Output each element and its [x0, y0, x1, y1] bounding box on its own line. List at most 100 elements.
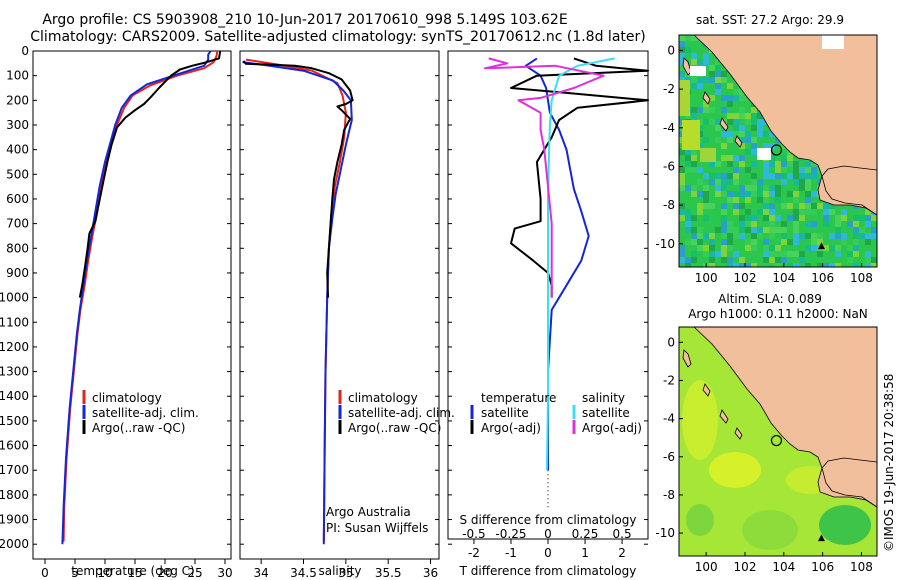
x-tick-label: 0	[544, 546, 552, 560]
sst-cell	[751, 149, 757, 155]
argo-australia-label: Argo Australia	[326, 505, 411, 519]
sst-cell	[853, 221, 859, 227]
sst-cell	[853, 239, 859, 245]
sst-cell	[715, 83, 721, 89]
sst-cell	[727, 95, 733, 101]
warm-cell	[700, 148, 716, 162]
sst-cell	[763, 167, 769, 173]
sst-cell	[757, 227, 763, 233]
y-tick-label: 300	[6, 118, 29, 132]
sst-cell	[769, 131, 775, 137]
sst-cell	[817, 251, 823, 257]
sst-cell	[745, 113, 751, 119]
sst-cell	[697, 77, 703, 83]
sst-cell	[865, 221, 871, 227]
island	[682, 57, 692, 76]
sst-cell	[757, 119, 763, 125]
sst-cell	[811, 161, 817, 167]
sst-cell	[835, 233, 841, 239]
y-tick-label: 1400	[0, 389, 29, 403]
sst-cell	[703, 119, 709, 125]
sst-cell	[685, 215, 691, 221]
sst-cell	[709, 245, 715, 251]
map-y-tick-label: 0	[667, 43, 675, 57]
sst-cell	[751, 137, 757, 143]
cloud-mask	[822, 35, 844, 49]
sst-cell	[691, 53, 697, 59]
legend-label-temperature-satellite: satellite	[481, 406, 529, 420]
sst-cell	[727, 233, 733, 239]
y-tick-label: 900	[6, 266, 29, 280]
sst-cell	[691, 155, 697, 161]
pi-label: PI: Susan Wijffels	[326, 521, 428, 535]
sst-cell	[817, 203, 823, 209]
sst-cell	[739, 161, 745, 167]
sst-cell	[823, 221, 829, 227]
sst-cell	[703, 173, 709, 179]
sst-cell	[727, 161, 733, 167]
map-y-tick-label: 0	[667, 335, 675, 349]
series-line	[484, 57, 605, 298]
x-tick-label: 35.5	[375, 566, 402, 580]
sst-cell	[679, 257, 685, 263]
sst-cell	[727, 137, 733, 143]
sst-cell	[709, 95, 715, 101]
sst-cell	[715, 71, 721, 77]
sst-cell	[811, 221, 817, 227]
sst-cell	[679, 209, 685, 215]
sst-cell	[739, 203, 745, 209]
sst-cell	[691, 161, 697, 167]
sst-cell	[685, 239, 691, 245]
legend-label-argo: Argo(..raw -QC)	[348, 421, 441, 435]
sst-cell	[745, 215, 751, 221]
sst-cell	[739, 263, 745, 267]
x-top-tick-label: 0.25	[572, 527, 599, 541]
sst-cell	[751, 125, 757, 131]
sst-cell	[763, 203, 769, 209]
sst-cell	[757, 125, 763, 131]
map-x-tick-label: 100	[695, 560, 718, 574]
sst-cell	[811, 239, 817, 245]
sst-cell	[715, 89, 721, 95]
sst-cell	[763, 191, 769, 197]
sst-cell	[829, 233, 835, 239]
sst-cell	[775, 137, 781, 143]
sst-cell	[697, 83, 703, 89]
sst-map-axes: 100 102 104 106 108 0 -2 -4 -6 -8 -10	[655, 43, 873, 285]
sst-cell	[727, 245, 733, 251]
sst-cell	[691, 83, 697, 89]
map-y-tick-label: -4	[663, 412, 675, 426]
sst-cell	[769, 143, 775, 149]
sst-cell	[793, 179, 799, 185]
sst-cell	[835, 215, 841, 221]
sst-cell	[679, 215, 685, 221]
sst-cell	[769, 215, 775, 221]
y-tick-label: 1300	[0, 365, 29, 379]
sst-cell	[799, 173, 805, 179]
sst-cell	[805, 167, 811, 173]
sst-cell	[751, 215, 757, 221]
sst-cell	[871, 227, 877, 233]
sst-cell	[721, 71, 727, 77]
sst-cell	[679, 251, 685, 257]
series-line	[245, 58, 347, 542]
sst-cell	[799, 203, 805, 209]
sst-cell	[733, 233, 739, 239]
sst-cell	[721, 203, 727, 209]
sst-cell	[763, 209, 769, 215]
sst-map-body: ▲	[679, 35, 877, 267]
sst-cell	[691, 215, 697, 221]
sst-cell	[853, 251, 859, 257]
sst-cell	[745, 131, 751, 137]
sla-map-frame	[678, 326, 878, 557]
java-land	[821, 457, 877, 508]
sst-cell	[763, 239, 769, 245]
legend-label-climatology: climatology	[92, 391, 162, 405]
sst-cell	[733, 89, 739, 95]
sst-cell	[721, 143, 727, 149]
series-line	[242, 61, 353, 545]
sst-cell	[817, 233, 823, 239]
sst-cell	[781, 239, 787, 245]
sst-cell	[781, 233, 787, 239]
x-tick-label: 30	[217, 566, 232, 580]
